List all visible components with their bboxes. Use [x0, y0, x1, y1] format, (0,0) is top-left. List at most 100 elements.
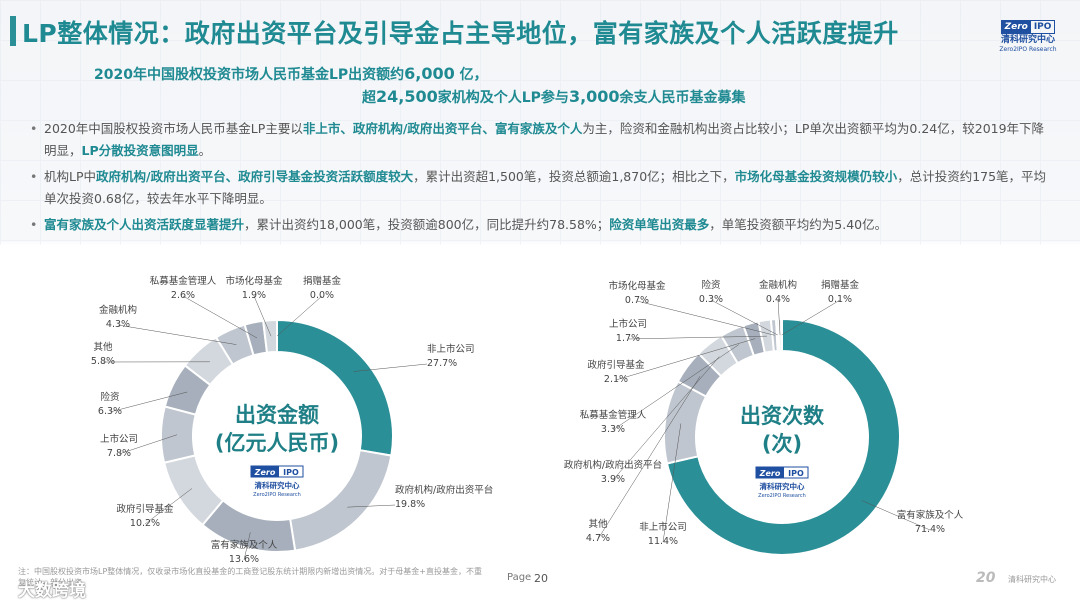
slice-label: 政府机构/政府出资平台	[564, 459, 662, 471]
slice-value: 0.0%	[310, 290, 334, 301]
center-logo: Zero IPO 清科研究中心 Zero2IPO Research	[250, 465, 304, 498]
leader-line	[182, 295, 258, 339]
leader-line	[636, 300, 775, 336]
headline-line-1: 2020年中国股权投资市场人民币基金LP出资额约6,000 亿，	[94, 64, 488, 84]
slice-value: 7.8%	[107, 448, 131, 459]
leader-line	[615, 338, 756, 381]
svg-text:Zero: Zero	[254, 468, 276, 477]
slice-label: 上市公司	[609, 318, 647, 330]
footnote: 注：中国股权投资市场LP整体情况，仅收录市场化直投基金的工商登记股东统计期限内新…	[18, 567, 482, 587]
leader-line	[243, 532, 251, 561]
slice-value: 2.6%	[171, 290, 195, 301]
bullet-text: ，总计投资约175笔，平均单次投资0.68亿，较去年水平下降明显。	[44, 169, 1047, 206]
slice-value: 0.1%	[828, 294, 852, 305]
logo-mark: Zero IPO	[1000, 20, 1056, 34]
bullet-item: 富有家族及个人出资活跃度显著提升，累计出资约18,000笔，投资额逾800亿，同…	[30, 214, 1050, 236]
leader-line	[612, 344, 740, 431]
bullet-highlight: 市场化母基金投资规模仍较小	[734, 169, 898, 184]
slice-value: 1.9%	[242, 290, 266, 301]
logo-brand-right: IPO	[1033, 22, 1052, 32]
leader-line	[777, 299, 781, 336]
page-label: Page	[507, 572, 532, 583]
leader-line	[662, 423, 682, 543]
zero2ipo-logo: Zero IPO 清科研究中心 Zero2IPO Research	[988, 14, 1068, 56]
slice-label: 其他	[93, 341, 113, 353]
svg-text:Zero2IPO Research: Zero2IPO Research	[253, 492, 301, 498]
slice-value: 6.3%	[98, 406, 122, 417]
bullet-highlight: 非上市、政府机构/政府出资平台、富有家族及个人	[302, 121, 583, 136]
footer-org-name: 清科研究中心	[1008, 575, 1056, 584]
slice-label: 险资	[701, 279, 721, 291]
slice-value: 71.4%	[915, 524, 945, 535]
chart-center-label: 出资次数	[740, 404, 825, 428]
headline-text: 家机构及个人LP参与	[437, 90, 569, 106]
chart-center-label: (亿元人民币)	[215, 431, 339, 455]
headline-text: 2020年中国股权投资市场人民币基金LP出资额约	[94, 67, 405, 83]
leader-line	[109, 391, 188, 413]
slice-label: 非上市公司	[427, 343, 475, 355]
bullet-text: 2020年中国股权投资市场人民币基金LP主要以	[44, 121, 303, 136]
bullet-text: 。	[198, 143, 212, 158]
slice-value: 19.8%	[395, 499, 425, 510]
bullet-highlight: LP分散投资意图明显	[81, 143, 199, 158]
slice-label: 上市公司	[100, 433, 138, 445]
slice-label: 市场化母基金	[608, 280, 666, 292]
logo-cn-text: 清科研究中心	[1000, 35, 1055, 45]
leader-line	[627, 335, 767, 340]
leader-line	[253, 295, 272, 337]
logo-brand-left: Zero	[1001, 21, 1031, 33]
slice-label: 金融机构	[759, 279, 797, 291]
leader-line	[117, 324, 237, 345]
svg-text:Zero: Zero	[759, 469, 781, 478]
bullet-text: ，累计出资约18,000笔，投资额逾800亿，同比提升约78.58%；	[244, 217, 610, 232]
slice-value: 3.3%	[601, 424, 625, 435]
bullet-highlight: 险资单笔出资最多	[609, 217, 710, 232]
slice-value: 5.8%	[91, 356, 115, 367]
slice-value: 4.3%	[106, 319, 130, 330]
svg-text:清科研究中心: 清科研究中心	[760, 481, 805, 491]
bullet-highlight: 富有家族及个人出资活跃度显著提升	[44, 217, 245, 232]
headline-text: 余支人民币基金募集	[619, 90, 746, 106]
slice-label: 其他	[588, 518, 608, 530]
slice-value: 1.7%	[616, 333, 640, 344]
headline-line-2: 超24,500家机构及个人LP参与3,000余支人民币基金募集	[362, 87, 746, 107]
footer-logo-mark: 20	[976, 570, 996, 586]
svg-text:清科研究中心: 清科研究中心	[255, 480, 300, 490]
leader-line	[710, 299, 778, 336]
svg-text:Zero2IPO Research: Zero2IPO Research	[758, 493, 806, 499]
headline-unit: 亿，	[454, 67, 488, 83]
bullet-text: 为主，险资和金融机构出资占比较小；LP单次出资额平均为0.24亿，较2019年下…	[44, 121, 1045, 158]
bullet-list: 2020年中国股权投资市场人民币基金LP主要以非上市、政府机构/政府出资平台、富…	[30, 118, 1050, 240]
slice-label: 富有家族及个人	[211, 539, 278, 551]
slice-label: 政府引导基金	[587, 359, 645, 371]
bullet-text: 机构LP中	[44, 169, 97, 184]
slice-label: 非上市公司	[639, 521, 687, 533]
donut-slice	[780, 317, 783, 353]
donut-slice	[262, 318, 278, 354]
headline-value: 3,000	[568, 87, 620, 106]
leader-line	[597, 376, 701, 540]
logo-en-text: Zero2IPO Research	[999, 46, 1057, 53]
donut-slice	[665, 317, 901, 556]
bullet-item: 2020年中国股权投资市场人民币基金LP主要以非上市、政府机构/政府出资平台、富…	[30, 118, 1050, 162]
donut-slice	[288, 449, 393, 552]
bullet-item: 机构LP中政府机构/政府出资平台、政府引导基金投资活跃额度较大，累计出资超1,5…	[30, 166, 1050, 210]
headline-text: 超	[362, 90, 376, 106]
slice-value: 10.2%	[130, 518, 160, 529]
headline-value: 6,000	[404, 64, 455, 83]
slice-value: 2.1%	[604, 374, 628, 385]
slice-label: 捐赠基金	[303, 275, 342, 287]
slice-label: 市场化母基金	[225, 275, 283, 287]
donut-chart-2: 富有家族及个人 71.4% 非上市公司 11.4% 其他 4.7% 政府机构/政府出资平台 3…	[564, 279, 964, 556]
svg-text:IPO: IPO	[283, 468, 299, 477]
slice-value: 3.9%	[601, 474, 625, 485]
bullet-text: ，累计出资超1,500笔，投资总额逾1,870亿；相比之下，	[413, 169, 735, 184]
leader-line	[612, 356, 720, 481]
leader-line	[347, 504, 396, 508]
slice-label: 金融机构	[99, 304, 137, 316]
slice-value: 13.6%	[229, 554, 259, 565]
donut-chart-1: 非上市公司 27.7% 政府机构/政府出资平台 19.8% 富有家族及个人 13.6% 政府…	[91, 275, 493, 565]
slice-label: 私募基金管理人	[150, 275, 217, 287]
slice-label: 险资	[100, 391, 120, 403]
leader-line	[118, 434, 178, 455]
